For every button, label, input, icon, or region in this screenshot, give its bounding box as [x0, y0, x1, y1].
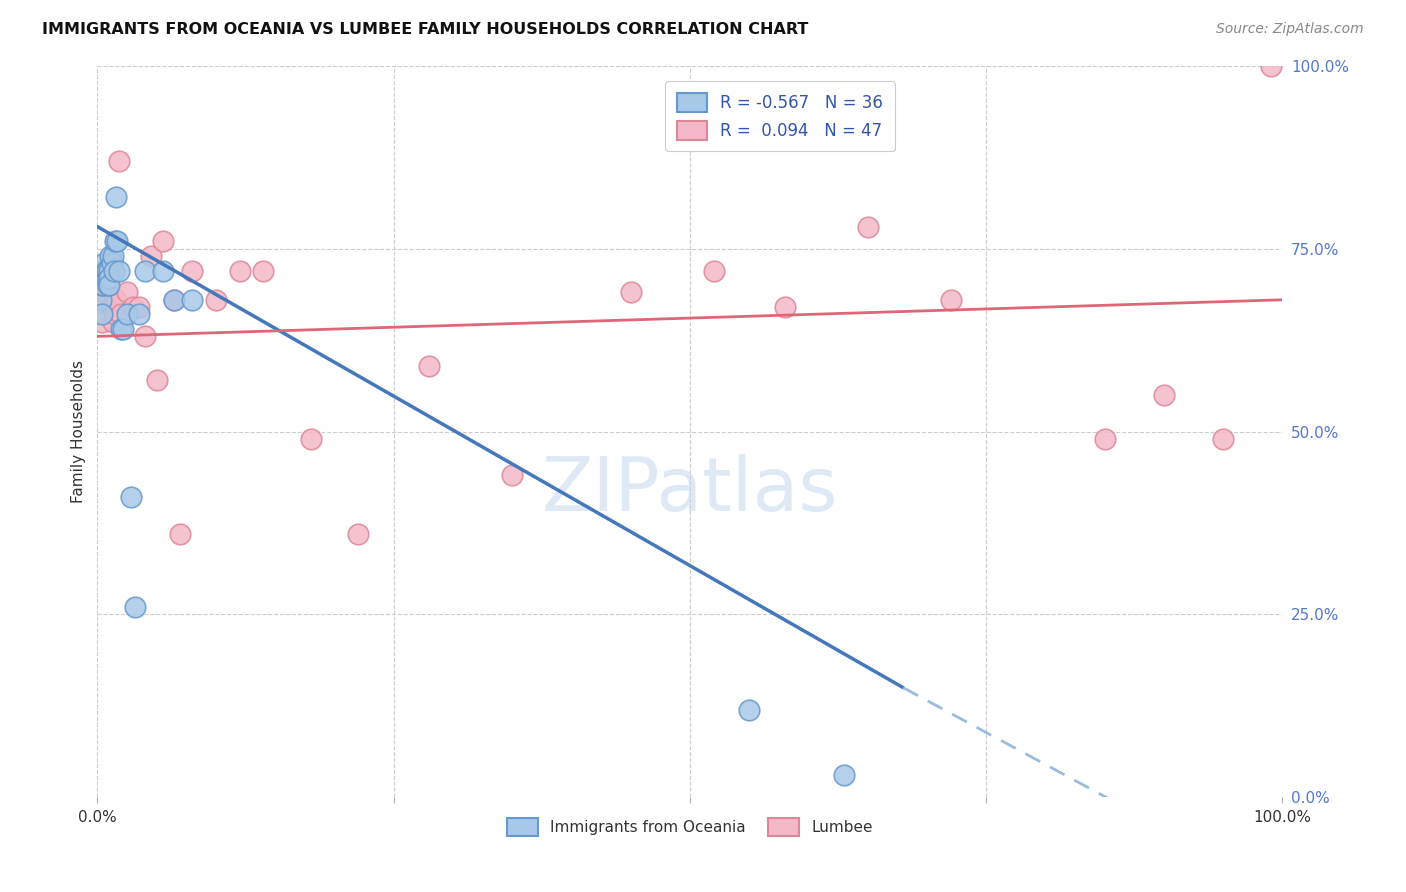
Point [1260, 59, 1282, 73]
Point [91, 278, 114, 293]
Point [98, 263, 121, 277]
Point [100, 293, 122, 307]
Point [91, 263, 114, 277]
Point [98, 263, 121, 277]
Legend: Immigrants from Oceania, Lumbee: Immigrants from Oceania, Lumbee [498, 809, 882, 845]
Point [96, 263, 118, 277]
Point [91, 315, 114, 329]
Point [181, 263, 204, 277]
Point [110, 322, 132, 336]
Point [104, 307, 127, 321]
Point [101, 249, 124, 263]
Point [107, 234, 129, 248]
Point [122, 300, 145, 314]
Point [105, 293, 128, 307]
Point [91, 278, 114, 293]
Point [94, 270, 117, 285]
Point [152, 234, 174, 248]
Point [100, 256, 122, 270]
Point [939, 293, 962, 307]
Point [94, 263, 117, 277]
Point [100, 249, 122, 263]
Point [97, 278, 120, 293]
Point [205, 293, 228, 307]
Point [94, 278, 117, 293]
Point [112, 322, 135, 336]
Point [145, 373, 167, 387]
Point [93, 263, 115, 277]
Point [103, 293, 125, 307]
Point [832, 768, 855, 782]
Point [738, 703, 761, 717]
Point [104, 234, 127, 248]
Point [96, 263, 118, 277]
Point [620, 285, 643, 300]
Point [91, 307, 114, 321]
Point [90, 293, 112, 307]
Point [93, 263, 115, 277]
Point [101, 315, 124, 329]
Point [100, 300, 122, 314]
Point [93, 256, 115, 270]
Point [107, 263, 129, 277]
Point [181, 293, 204, 307]
Y-axis label: Family Households: Family Households [72, 360, 86, 503]
Point [97, 278, 120, 293]
Point [134, 263, 156, 277]
Point [98, 270, 121, 285]
Point [299, 432, 322, 446]
Point [1094, 432, 1116, 446]
Point [501, 468, 523, 483]
Point [94, 270, 117, 285]
Point [228, 263, 250, 277]
Point [163, 293, 186, 307]
Point [91, 293, 114, 307]
Point [90, 293, 112, 307]
Point [96, 285, 118, 300]
Point [107, 153, 129, 168]
Point [98, 270, 121, 285]
Point [169, 527, 191, 541]
Point [110, 307, 132, 321]
Point [152, 263, 174, 277]
Point [703, 263, 725, 277]
Point [124, 600, 146, 615]
Point [128, 300, 150, 314]
Point [163, 293, 186, 307]
Point [418, 359, 440, 373]
Text: Source: ZipAtlas.com: Source: ZipAtlas.com [1216, 22, 1364, 37]
Point [98, 278, 121, 293]
Point [96, 263, 118, 277]
Point [773, 300, 796, 314]
Point [105, 190, 128, 204]
Point [120, 491, 142, 505]
Point [115, 307, 138, 321]
Point [103, 263, 125, 277]
Text: IMMIGRANTS FROM OCEANIA VS LUMBEE FAMILY HOUSEHOLDS CORRELATION CHART: IMMIGRANTS FROM OCEANIA VS LUMBEE FAMILY… [42, 22, 808, 37]
Point [139, 249, 162, 263]
Text: ZIPatlas: ZIPatlas [541, 453, 838, 526]
Point [97, 270, 120, 285]
Point [1212, 432, 1234, 446]
Point [347, 527, 370, 541]
Point [128, 307, 150, 321]
Point [856, 219, 879, 234]
Point [97, 270, 120, 285]
Point [252, 263, 274, 277]
Point [91, 278, 114, 293]
Point [1153, 388, 1175, 402]
Point [115, 285, 138, 300]
Point [134, 329, 156, 343]
